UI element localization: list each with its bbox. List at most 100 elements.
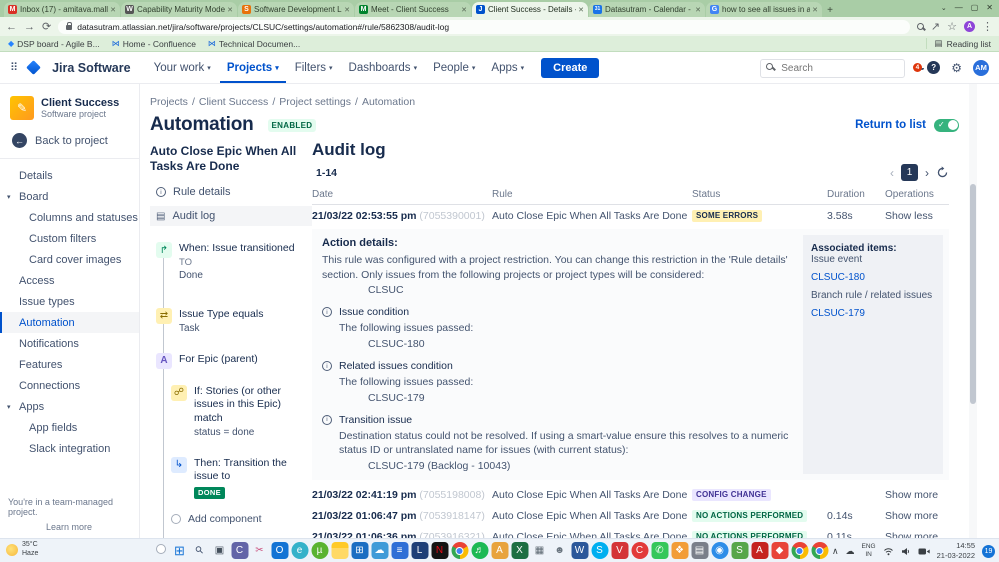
sidebar-item-automation[interactable]: Automation xyxy=(0,312,139,333)
weather-app-icon[interactable]: ☁ xyxy=(371,542,388,559)
close-icon[interactable]: ✕ xyxy=(695,6,701,14)
wifi-icon[interactable] xyxy=(883,547,894,556)
tab-inbox[interactable]: M Inbox (17) - amitava.mallick@d... ✕ xyxy=(4,2,120,17)
url-input[interactable] xyxy=(77,21,902,32)
gear-icon[interactable]: ⚙ xyxy=(951,60,962,75)
sidebar-item-connections[interactable]: Connections xyxy=(19,379,81,392)
step-then-transition[interactable]: ↳ Then: Transition the issue to DONE xyxy=(171,456,312,500)
orgchart-app-icon[interactable]: ❖ xyxy=(671,542,688,559)
app-switcher-icon[interactable]: ⠿ xyxy=(10,62,18,74)
step-condition-issue-type[interactable]: ⇄ Issue Type equals Task xyxy=(156,307,312,335)
tab-meet[interactable]: M Meet - Client Success ✕ xyxy=(355,2,471,17)
hidden-icons-chevron[interactable]: ∧ xyxy=(831,545,839,556)
zoom-icon[interactable] xyxy=(916,22,924,32)
scrollbar-thumb[interactable] xyxy=(970,184,976,404)
back-to-project[interactable]: ← Back to project xyxy=(0,120,139,159)
file-explorer-icon[interactable] xyxy=(331,542,348,559)
learn-more-link[interactable]: Learn more xyxy=(46,522,93,532)
calculator-icon[interactable]: ▦ xyxy=(534,545,545,556)
audit-log-tab[interactable]: ▤ Audit log xyxy=(150,206,312,226)
return-to-list-link[interactable]: Return to list xyxy=(855,119,926,131)
excel-icon[interactable]: X xyxy=(511,542,528,559)
user-avatar[interactable]: AM xyxy=(973,59,989,76)
spotify-icon[interactable]: ♬ xyxy=(471,542,488,559)
bookmark-dsp-board[interactable]: ◆ DSP board - Agile B... xyxy=(8,39,100,49)
start-icon[interactable]: ⊞ xyxy=(174,542,185,558)
weather-widget[interactable]: 35°C Haze xyxy=(6,541,38,559)
bookmark-technical-doc[interactable]: ⋈ Technical Documen... xyxy=(208,39,300,49)
nav-dashboards[interactable]: Dashboards ▾ xyxy=(348,61,418,74)
back-icon[interactable]: ← xyxy=(6,20,17,33)
clock[interactable]: 14:55 21-03-2022 xyxy=(937,541,975,561)
refresh-icon[interactable] xyxy=(936,166,949,179)
close-icon[interactable]: ✕ xyxy=(227,6,233,14)
nav-filters[interactable]: Filters ▾ xyxy=(294,61,333,74)
taskbar-search-icon[interactable]: ⚲ xyxy=(193,544,206,557)
close-window-button[interactable]: ✕ xyxy=(986,3,993,12)
show-less-link[interactable]: Show less xyxy=(885,209,933,222)
sidebar-item-notifications[interactable]: Notifications xyxy=(19,337,79,350)
chrome-icon[interactable] xyxy=(451,542,468,559)
help-icon[interactable]: ? xyxy=(927,61,941,74)
chrome-secondary-icon[interactable] xyxy=(811,542,828,559)
sidebar-item-details[interactable]: Details xyxy=(19,169,53,182)
reading-list-button[interactable]: ▤ Reading list xyxy=(925,38,991,49)
sidebar-item-card-cover-images[interactable]: Card cover images xyxy=(29,253,122,266)
people-app-icon[interactable]: ☻ xyxy=(554,545,565,556)
camera-icon[interactable] xyxy=(918,547,930,556)
red-app-icon[interactable]: ◆ xyxy=(771,542,788,559)
task-view-icon[interactable]: ▣ xyxy=(214,545,225,556)
sidebar-item-features[interactable]: Features xyxy=(19,358,63,371)
issue-link[interactable]: CLSUC-180 xyxy=(811,272,865,283)
l-app-icon[interactable]: L xyxy=(411,542,428,559)
sidebar-item-slack-integration[interactable]: Slack integration xyxy=(29,442,111,455)
close-icon[interactable]: ✕ xyxy=(344,6,350,14)
bookmark-star-icon[interactable]: ☆ xyxy=(947,21,957,33)
nav-projects[interactable]: Projects ▾ xyxy=(220,52,286,83)
s-app-icon[interactable]: S xyxy=(731,542,748,559)
language-indicator[interactable]: ENG IN xyxy=(861,543,876,558)
step-if-match[interactable]: ☍ If: Stories (or other issues in this E… xyxy=(171,384,312,439)
tab-jira-active[interactable]: J Client Success - Details - Jira ✕ xyxy=(472,2,588,17)
notification-count-badge[interactable]: 19 xyxy=(982,544,995,558)
forward-icon[interactable]: → xyxy=(24,20,35,33)
step-branch-epic[interactable]: A For Epic (parent) xyxy=(156,352,312,369)
create-button[interactable]: Create xyxy=(541,57,600,78)
new-tab-button[interactable]: + xyxy=(827,5,833,16)
breadcrumb-project-settings[interactable]: Project settings xyxy=(279,96,352,108)
page-scrollbar[interactable] xyxy=(969,84,977,538)
skype-icon[interactable]: S xyxy=(591,542,608,559)
close-icon[interactable]: ✕ xyxy=(110,6,116,14)
breadcrumb-automation[interactable]: Automation xyxy=(361,96,416,108)
nav-people[interactable]: People ▾ xyxy=(433,61,476,74)
sidebar-item-issue-types[interactable]: Issue types xyxy=(19,295,75,308)
chrome-profile-icon[interactable] xyxy=(791,542,808,559)
maximize-button[interactable]: ▢ xyxy=(970,3,979,12)
sidebar-item-custom-filters[interactable]: Custom filters xyxy=(29,232,97,245)
menu-dots-icon[interactable]: ⋮ xyxy=(982,21,993,33)
issue-link[interactable]: CLSUC-179 xyxy=(811,308,865,319)
nav-apps[interactable]: Apps ▾ xyxy=(491,61,525,74)
news-app-icon[interactable]: ≡ xyxy=(391,542,408,559)
nav-your-work[interactable]: Your work ▾ xyxy=(153,61,211,74)
prev-page-icon[interactable]: ‹ xyxy=(890,165,894,180)
browser-avatar[interactable]: A xyxy=(964,21,975,32)
edge-icon[interactable]: e xyxy=(291,542,308,559)
shield-app-icon[interactable]: V xyxy=(611,542,628,559)
tab-google-search[interactable]: G how to see all issues in a team... ✕ xyxy=(706,2,822,17)
next-page-icon[interactable]: › xyxy=(925,165,929,180)
netflix-icon[interactable]: N xyxy=(431,542,448,559)
close-icon[interactable]: ✕ xyxy=(812,6,818,14)
ms-store-icon[interactable]: ⊞ xyxy=(351,542,368,559)
photos-app-icon[interactable]: A xyxy=(491,542,508,559)
outlook-icon[interactable]: O xyxy=(271,542,288,559)
sidebar-item-access[interactable]: Access xyxy=(19,274,55,287)
search-input[interactable] xyxy=(760,58,906,78)
tab-capability-maturity[interactable]: W Capability Maturity Model - Wi... ✕ xyxy=(121,2,237,17)
utorrent-icon[interactable]: µ xyxy=(311,542,328,559)
jira-logo-text[interactable]: Jira Software xyxy=(52,60,131,75)
step-trigger[interactable]: ↱ When: Issue transitioned TO Done xyxy=(156,242,312,282)
show-more-link[interactable]: Show more xyxy=(885,509,939,522)
chat-app-icon[interactable]: ✆ xyxy=(651,542,668,559)
onedrive-cloud-icon[interactable]: ☁ xyxy=(845,545,855,556)
